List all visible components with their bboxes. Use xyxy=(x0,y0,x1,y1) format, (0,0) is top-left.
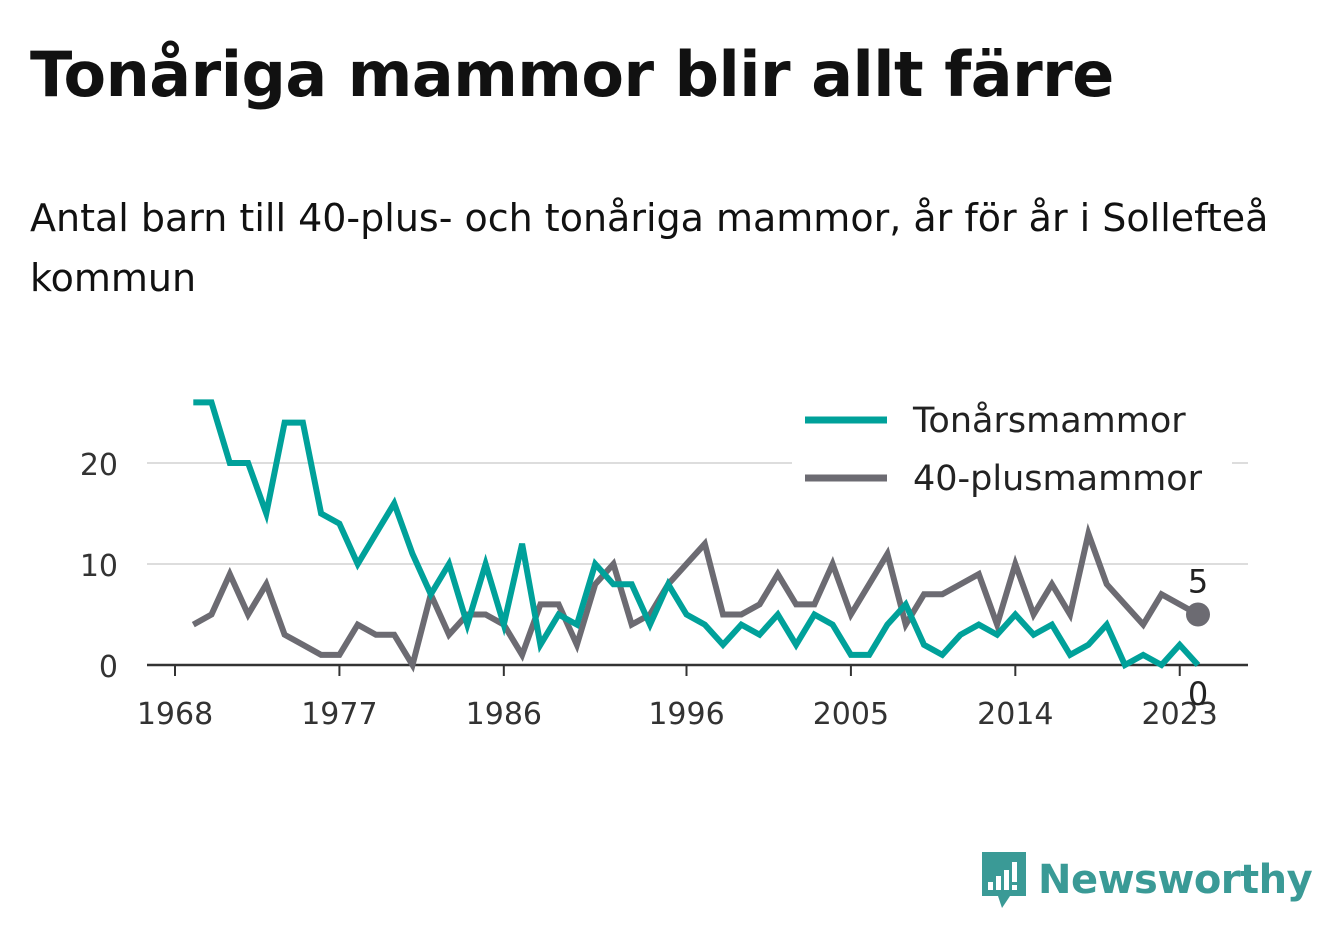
legend-label: 40-plusmammor xyxy=(913,459,1203,499)
series-line xyxy=(193,399,1201,670)
brand-name: Newsworthy xyxy=(1038,857,1313,903)
legend-label: Tonårsmammor xyxy=(912,400,1186,441)
newsworthy-logo-icon xyxy=(982,852,1026,908)
end-label: 5 xyxy=(1188,563,1208,601)
end-label: 0 xyxy=(1188,675,1208,713)
y-tick-label: 10 xyxy=(80,549,118,584)
y-tick-label: 20 xyxy=(80,448,118,483)
x-tick-label: 2023 xyxy=(1142,697,1218,732)
x-tick-label: 1996 xyxy=(648,697,724,732)
y-tick-label: 0 xyxy=(99,650,118,685)
newsworthy-logo: Newsworthy xyxy=(980,850,1313,910)
x-tick-label: 2014 xyxy=(977,697,1053,732)
chart-subtitle: Antal barn till 40-plus- och tonåriga ma… xyxy=(30,196,1269,300)
end-point xyxy=(1186,602,1210,627)
x-tick-label: 1977 xyxy=(301,697,377,732)
series-line xyxy=(191,523,1200,673)
legend-background xyxy=(792,395,1232,515)
x-tick-label: 2005 xyxy=(813,697,889,732)
x-tick-label: 1986 xyxy=(466,697,542,732)
chart-title: Tonåriga mammor blir allt färre xyxy=(30,38,1114,111)
x-tick-label: 1968 xyxy=(137,697,213,732)
